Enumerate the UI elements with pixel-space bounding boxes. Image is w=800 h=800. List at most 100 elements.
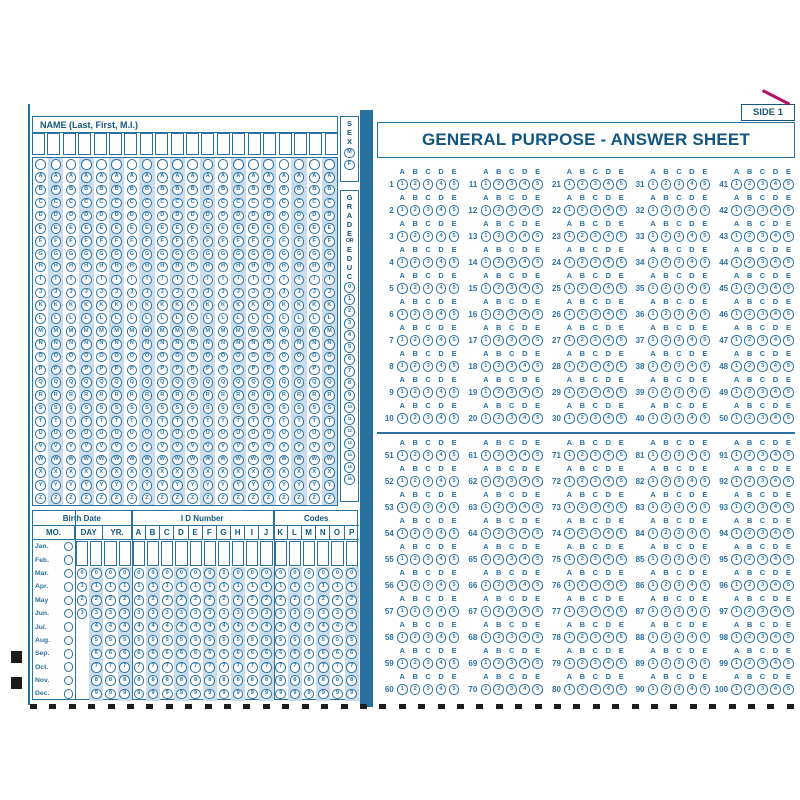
answer-bubble-q32-4[interactable]: 4	[686, 205, 698, 216]
name-bubble-Q[interactable]: Q	[141, 377, 153, 389]
name-bubble-M[interactable]: M	[324, 326, 335, 337]
name-bubble-O[interactable]: O	[263, 351, 274, 363]
name-bubble-I[interactable]: I	[293, 274, 305, 286]
name-bubble-Y[interactable]: Y	[308, 480, 320, 491]
answer-bubble-q45-3[interactable]: 3	[757, 283, 768, 294]
answer-bubble-q83-4[interactable]: 4	[686, 502, 698, 513]
name-bubble-blank[interactable]	[293, 159, 305, 170]
name-bubble-N[interactable]: N	[156, 338, 168, 350]
answer-bubble-q28-4[interactable]: 4	[603, 361, 614, 372]
answer-bubble-q23-4[interactable]: 4	[603, 231, 614, 242]
name-bubble-Y[interactable]: Y	[111, 480, 122, 491]
answer-bubble-q39-4[interactable]: 4	[686, 387, 698, 398]
answer-bubble-q56-3[interactable]: 3	[422, 580, 434, 591]
bubble-day-ones-7[interactable]: 7	[90, 661, 102, 673]
name-bubble-blank[interactable]	[126, 159, 138, 170]
bubble-id-g-5[interactable]: 5	[218, 635, 230, 646]
answer-bubble-q68-2[interactable]: 2	[493, 632, 505, 643]
answer-bubble-q94-4[interactable]: 4	[770, 528, 781, 539]
bubble-year-ones-0[interactable]: 0	[119, 568, 130, 579]
answer-bubble-q8-3[interactable]: 3	[422, 361, 434, 372]
name-bubble-N[interactable]: N	[187, 338, 198, 350]
name-bubble-Q[interactable]: Q	[278, 377, 290, 389]
write-box-year-tens[interactable]	[104, 541, 117, 566]
answer-bubble-q96-4[interactable]: 4	[770, 580, 781, 591]
name-bubble-X[interactable]: X	[232, 467, 244, 478]
name-bubble-D[interactable]: D	[324, 210, 335, 222]
name-bubble-Q[interactable]: Q	[35, 377, 46, 389]
name-bubble-X[interactable]: X	[308, 467, 320, 478]
name-bubble-S[interactable]: S	[278, 403, 290, 414]
name-bubble-Q[interactable]: Q	[65, 377, 77, 389]
name-bubble-U[interactable]: U	[156, 428, 168, 440]
name-bubble-V[interactable]: V	[202, 441, 214, 453]
answer-bubble-q28-3[interactable]: 3	[590, 361, 601, 372]
name-bubble-D[interactable]: D	[65, 210, 77, 222]
name-bubble-B[interactable]: B	[202, 184, 214, 196]
bubble-code-k-9[interactable]: 9	[275, 688, 287, 700]
answer-bubble-q13-1[interactable]: 1	[480, 231, 492, 242]
answer-bubble-q71-2[interactable]: 2	[577, 450, 588, 461]
name-bubble-F[interactable]: F	[50, 236, 62, 247]
answer-bubble-q93-1[interactable]: 1	[731, 502, 742, 513]
answer-bubble-q25-4[interactable]: 4	[603, 283, 614, 294]
bubble-id-b-0[interactable]: 0	[147, 568, 159, 579]
answer-bubble-q95-1[interactable]: 1	[731, 554, 742, 565]
bubble-code-k-5[interactable]: 5	[275, 635, 287, 646]
name-bubble-O[interactable]: O	[126, 351, 138, 363]
name-bubble-V[interactable]: V	[263, 441, 274, 453]
answer-bubble-q95-3[interactable]: 3	[757, 554, 768, 565]
name-bubble-K[interactable]: K	[308, 300, 320, 311]
bubble-id-f-8[interactable]: 8	[204, 675, 216, 686]
bubble-code-p-4[interactable]: 4	[346, 621, 357, 633]
answer-bubble-q55-5[interactable]: 5	[448, 554, 460, 565]
answer-bubble-q7-2[interactable]: 2	[409, 335, 421, 346]
bubble-code-k-1[interactable]: 1	[275, 581, 287, 593]
name-bubble-S[interactable]: S	[324, 403, 335, 414]
name-bubble-A[interactable]: A	[248, 171, 259, 183]
answer-bubble-q17-3[interactable]: 3	[506, 335, 518, 346]
answer-bubble-q69-4[interactable]: 4	[519, 658, 530, 669]
answer-bubble-q15-3[interactable]: 3	[506, 283, 518, 294]
answer-bubble-q34-3[interactable]: 3	[673, 257, 685, 268]
grade-bubble-0[interactable]: 0	[344, 282, 355, 293]
answer-bubble-q60-4[interactable]: 4	[435, 684, 447, 695]
answer-bubble-q9-2[interactable]: 2	[409, 387, 421, 398]
name-bubble-B[interactable]: B	[217, 184, 229, 196]
answer-bubble-q7-4[interactable]: 4	[435, 335, 447, 346]
answer-bubble-q79-2[interactable]: 2	[577, 658, 588, 669]
name-bubble-Q[interactable]: Q	[232, 377, 244, 389]
name-bubble-I[interactable]: I	[308, 274, 320, 286]
bubble-id-f-4[interactable]: 4	[204, 621, 216, 633]
name-bubble-H[interactable]: H	[50, 261, 62, 273]
name-bubble-T[interactable]: T	[293, 416, 305, 427]
answer-bubble-q53-5[interactable]: 5	[448, 502, 460, 513]
sex-bubble-M[interactable]: M	[344, 147, 355, 159]
answer-bubble-q9-4[interactable]: 4	[435, 387, 447, 398]
name-bubble-C[interactable]: C	[141, 197, 153, 209]
answer-bubble-q76-3[interactable]: 3	[590, 580, 601, 591]
name-bubble-D[interactable]: D	[217, 210, 229, 222]
name-bubble-I[interactable]: I	[156, 274, 168, 286]
name-bubble-X[interactable]: X	[126, 467, 138, 478]
answer-bubble-q57-1[interactable]: 1	[396, 606, 408, 617]
bubble-year-ones-1[interactable]: 1	[119, 581, 130, 593]
answer-bubble-q54-1[interactable]: 1	[396, 528, 408, 539]
answer-bubble-q26-3[interactable]: 3	[590, 309, 601, 320]
answer-bubble-q40-2[interactable]: 2	[660, 413, 672, 424]
name-bubble-R[interactable]: R	[50, 390, 62, 401]
name-bubble-D[interactable]: D	[278, 210, 290, 222]
name-bubble-F[interactable]: F	[141, 236, 153, 247]
bubble-code-p-3[interactable]: 3	[346, 608, 357, 619]
answer-bubble-q70-2[interactable]: 2	[493, 684, 505, 695]
answer-bubble-q73-2[interactable]: 2	[577, 502, 588, 513]
answer-bubble-q89-3[interactable]: 3	[673, 658, 685, 669]
answer-bubble-q64-1[interactable]: 1	[480, 528, 492, 539]
answer-bubble-q58-4[interactable]: 4	[435, 632, 447, 643]
answer-bubble-q74-1[interactable]: 1	[564, 528, 575, 539]
name-bubble-S[interactable]: S	[202, 403, 214, 414]
name-bubble-Q[interactable]: Q	[156, 377, 168, 389]
name-bubble-Q[interactable]: Q	[293, 377, 305, 389]
answer-bubble-q3-3[interactable]: 3	[422, 231, 434, 242]
name-bubble-X[interactable]: X	[263, 467, 274, 478]
